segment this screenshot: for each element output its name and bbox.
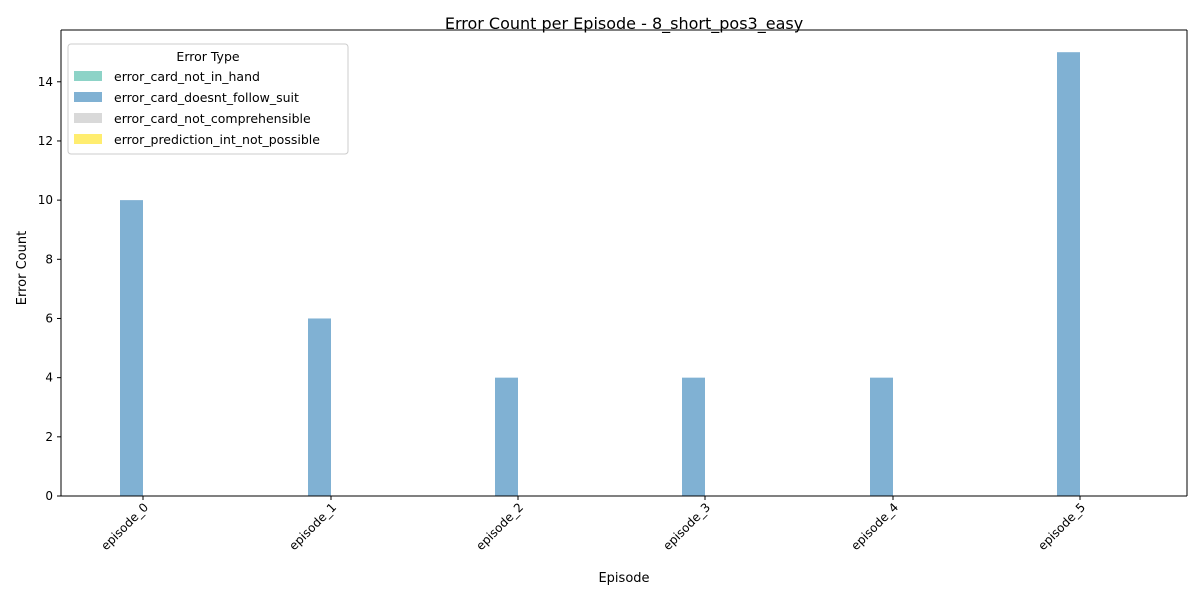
x-tick-label: episode_4 [848,500,901,553]
legend-items: error_card_not_in_hand error_card_doesnt_… [74,69,320,147]
x-tick-label: episode_1 [286,500,339,553]
y-tick-label: 6 [45,311,53,325]
bar [1057,52,1080,496]
y-tick-label: 2 [45,430,53,444]
y-tick-label: 14 [38,75,53,89]
x-axis-label: Episode [598,571,649,586]
legend-label: error_prediction_int_not_possible [114,132,320,147]
bar [120,200,143,496]
y-axis-label: Error Count [15,231,30,305]
legend-label: error_card_not_comprehensible [114,111,311,126]
y-tick-label: 4 [45,371,53,385]
legend-label: error_card_not_in_hand [114,69,260,84]
x-tick-label: episode_0 [98,500,151,553]
bar [870,377,893,496]
legend: Error Type error_card_not_in_handerror_c… [67,43,349,155]
legend-swatch [74,134,102,144]
x-tick-label: episode_3 [660,500,713,553]
legend-title: Error Type [176,49,239,64]
legend-label: error_card_doesnt_follow_suit [114,90,299,105]
bar [682,377,705,496]
legend-box [67,43,349,155]
legend-swatch [74,92,102,102]
legend-swatch [74,113,102,123]
bar [308,318,331,496]
chart-title: Error Count per Episode - 8_short_pos3_e… [445,14,803,34]
bar [495,377,518,496]
legend-swatch [74,71,102,81]
x-tick-label: episode_5 [1035,500,1088,553]
x-tick-label: episode_2 [473,500,526,553]
y-tick-label: 10 [38,193,53,207]
y-tick-label: 8 [45,252,53,266]
y-tick-label: 0 [45,489,53,503]
y-tick-label: 12 [38,134,53,148]
